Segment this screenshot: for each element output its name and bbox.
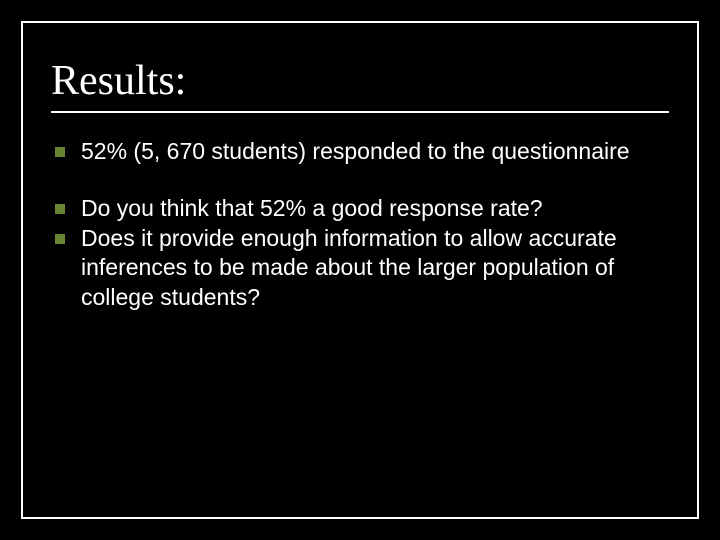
bullet-text: responded to the questionnaire — [312, 138, 629, 164]
bullet-text: Does it provide enough information to al… — [81, 225, 617, 310]
bullet-emphasis: 52% (5, 670 students) — [81, 138, 312, 164]
list-item: 52% (5, 670 students) responded to the q… — [51, 137, 669, 166]
slide-frame: Results: 52% (5, 670 students) responded… — [21, 21, 699, 519]
title-underline — [51, 111, 669, 113]
bullet-list: 52% (5, 670 students) responded to the q… — [51, 137, 669, 312]
list-item: Do you think that 52% a good response ra… — [51, 194, 669, 223]
spacer — [51, 166, 669, 194]
bullet-text: Do you think that 52% a good response ra… — [81, 195, 543, 221]
list-item: Does it provide enough information to al… — [51, 224, 669, 312]
slide-title: Results: — [51, 57, 669, 105]
